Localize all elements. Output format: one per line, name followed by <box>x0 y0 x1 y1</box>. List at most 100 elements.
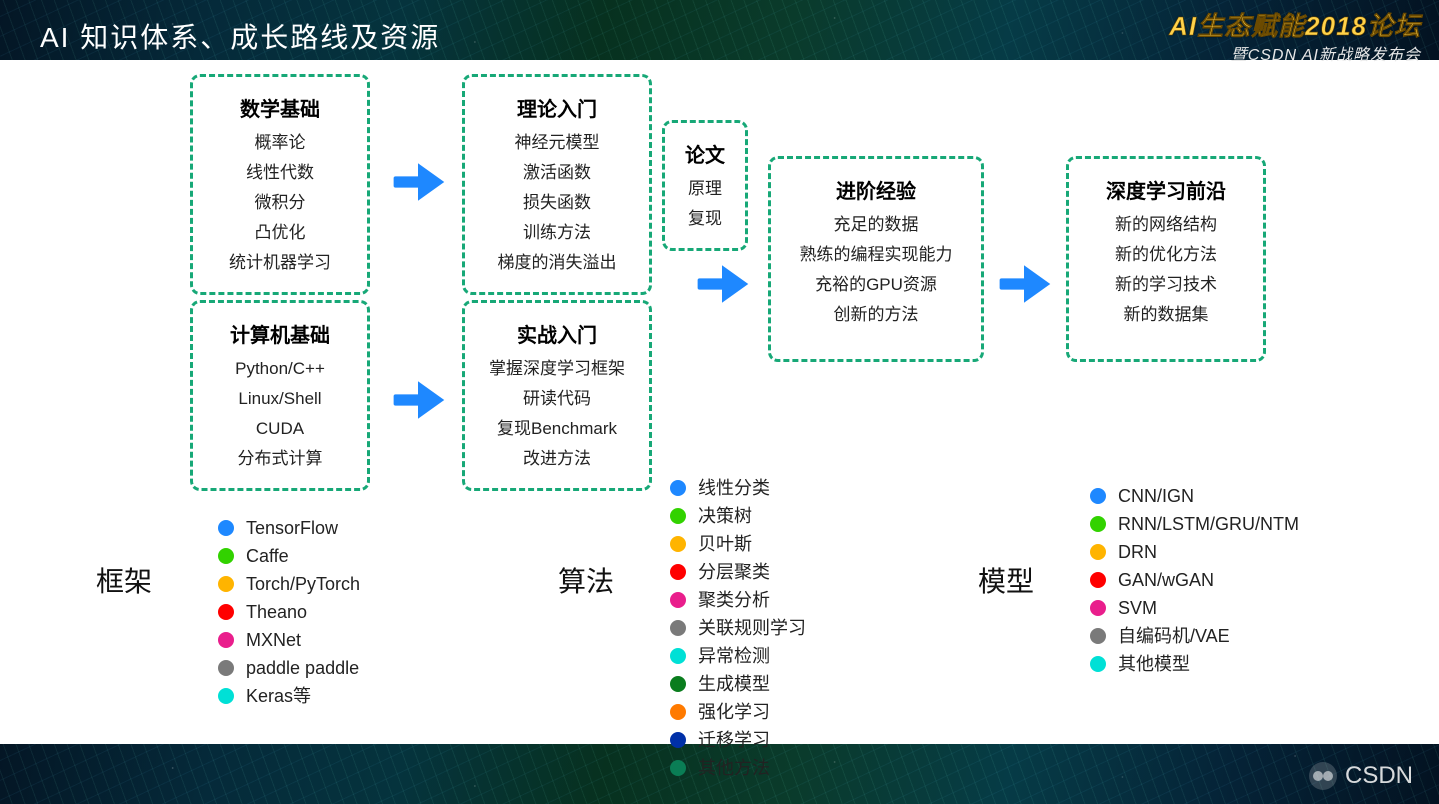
legend-item: 生成模型 <box>670 670 806 698</box>
legend-item: 迁移学习 <box>670 726 806 754</box>
legend-text: 强化学习 <box>698 698 770 726</box>
box-title: 理论入门 <box>483 93 631 122</box>
box-item: 神经元模型 <box>483 128 631 158</box>
legend-dot-icon <box>670 760 686 776</box>
legend-item: 其他方法 <box>670 754 806 782</box>
box-item: 原理 <box>683 174 727 204</box>
box-item: 熟练的编程实现能力 <box>789 240 963 270</box>
legend-item: 异常检测 <box>670 642 806 670</box>
box-item: 激活函数 <box>483 158 631 188</box>
legend-item: Caffe <box>218 542 360 570</box>
legend-text: 其他模型 <box>1118 650 1190 678</box>
legend-item: 关联规则学习 <box>670 614 806 642</box>
box-item: 新的学习技术 <box>1087 270 1245 300</box>
box-item: 梯度的消失溢出 <box>483 248 631 278</box>
legend-dot-icon <box>218 548 234 564</box>
legend-text: MXNet <box>246 626 301 654</box>
box-practice: 实战入门掌握深度学习框架研读代码复现Benchmark改进方法 <box>462 300 652 491</box>
box-item: 损失函数 <box>483 188 631 218</box>
legend-text: 分层聚类 <box>698 558 770 586</box>
legend-text: Torch/PyTorch <box>246 570 360 598</box>
legend-text: DRN <box>1118 538 1157 566</box>
box-item: 线性代数 <box>211 158 349 188</box>
legend-dot-icon <box>670 648 686 664</box>
legend-dot-icon <box>1090 516 1106 532</box>
box-title: 进阶经验 <box>789 175 963 204</box>
legend-text: 关联规则学习 <box>698 614 806 642</box>
legend-dot-icon <box>218 632 234 648</box>
box-item: 复现 <box>683 204 727 234</box>
box-title: 实战入门 <box>483 319 631 348</box>
watermark: CSDN <box>1309 762 1413 790</box>
legend-dot-icon <box>670 704 686 720</box>
legend-text: 决策树 <box>698 502 752 530</box>
legend-dot-icon <box>670 508 686 524</box>
watermark-text: CSDN <box>1345 762 1413 790</box>
legend-text: GAN/wGAN <box>1118 566 1214 594</box>
legend-text: SVM <box>1118 594 1157 622</box>
legend-text: TensorFlow <box>246 514 338 542</box>
legend-item: GAN/wGAN <box>1090 566 1299 594</box>
box-frontier: 深度学习前沿新的网络结构新的优化方法新的学习技术新的数据集 <box>1066 156 1266 362</box>
legend-item: 其他模型 <box>1090 650 1299 678</box>
legend-text: Caffe <box>246 542 289 570</box>
box-title: 计算机基础 <box>211 319 349 348</box>
legend-item: Theano <box>218 598 360 626</box>
legend-text: 自编码机/VAE <box>1118 622 1230 650</box>
legend-text: Keras等 <box>246 682 311 710</box>
legend-item: 线性分类 <box>670 474 806 502</box>
legend-dot-icon <box>1090 572 1106 588</box>
legend-dot-icon <box>218 604 234 620</box>
legend-text: 线性分类 <box>698 474 770 502</box>
box-item: 复现Benchmark <box>483 414 631 444</box>
category-label-models: 模型 <box>978 560 1034 600</box>
box-title: 深度学习前沿 <box>1087 175 1245 204</box>
box-item: 改进方法 <box>483 444 631 474</box>
legend-frameworks: TensorFlowCaffeTorch/PyTorchTheanoMXNetp… <box>218 514 360 710</box>
box-item: 新的优化方法 <box>1087 240 1245 270</box>
legend-item: 聚类分析 <box>670 586 806 614</box>
box-item: 充足的数据 <box>789 210 963 240</box>
legend-item: 分层聚类 <box>670 558 806 586</box>
legend-text: RNN/LSTM/GRU/NTM <box>1118 510 1299 538</box>
legend-item: 自编码机/VAE <box>1090 622 1299 650</box>
legend-dot-icon <box>670 480 686 496</box>
box-title: 数学基础 <box>211 93 349 122</box>
legend-dot-icon <box>218 660 234 676</box>
box-item: 训练方法 <box>483 218 631 248</box>
box-item: 凸优化 <box>211 218 349 248</box>
legend-item: DRN <box>1090 538 1299 566</box>
legend-item: Torch/PyTorch <box>218 570 360 598</box>
arrow-icon <box>388 370 448 430</box>
category-label-algorithms: 算法 <box>558 560 614 600</box>
logo-line1: AI生态赋能2018论坛 <box>1169 6 1421 43</box>
legend-item: 强化学习 <box>670 698 806 726</box>
box-item: 新的数据集 <box>1087 300 1245 330</box>
legend-item: 决策树 <box>670 502 806 530</box>
box-item: 创新的方法 <box>789 300 963 330</box>
legend-item: MXNet <box>218 626 360 654</box>
category-label-frameworks: 框架 <box>96 560 152 600</box>
legend-text: CNN/IGN <box>1118 482 1194 510</box>
legend-text: 生成模型 <box>698 670 770 698</box>
legend-text: 贝叶斯 <box>698 530 752 558</box>
box-item: 分布式计算 <box>211 444 349 474</box>
box-item: 微积分 <box>211 188 349 218</box>
legend-dot-icon <box>218 576 234 592</box>
legend-item: Keras等 <box>218 682 360 710</box>
box-item: 研读代码 <box>483 384 631 414</box>
legend-dot-icon <box>670 592 686 608</box>
legend-text: 迁移学习 <box>698 726 770 754</box>
legend-text: 聚类分析 <box>698 586 770 614</box>
legend-dot-icon <box>218 520 234 536</box>
box-item: Python/C++ <box>211 354 349 384</box>
box-theory: 理论入门神经元模型激活函数损失函数训练方法梯度的消失溢出 <box>462 74 652 295</box>
arrow-icon <box>692 254 752 314</box>
box-item: 掌握深度学习框架 <box>483 354 631 384</box>
legend-dot-icon <box>670 732 686 748</box>
legend-item: RNN/LSTM/GRU/NTM <box>1090 510 1299 538</box>
box-item: CUDA <box>211 414 349 444</box>
box-paper: 论文原理复现 <box>662 120 748 251</box>
box-item: Linux/Shell <box>211 384 349 414</box>
box-item: 充裕的GPU资源 <box>789 270 963 300</box>
